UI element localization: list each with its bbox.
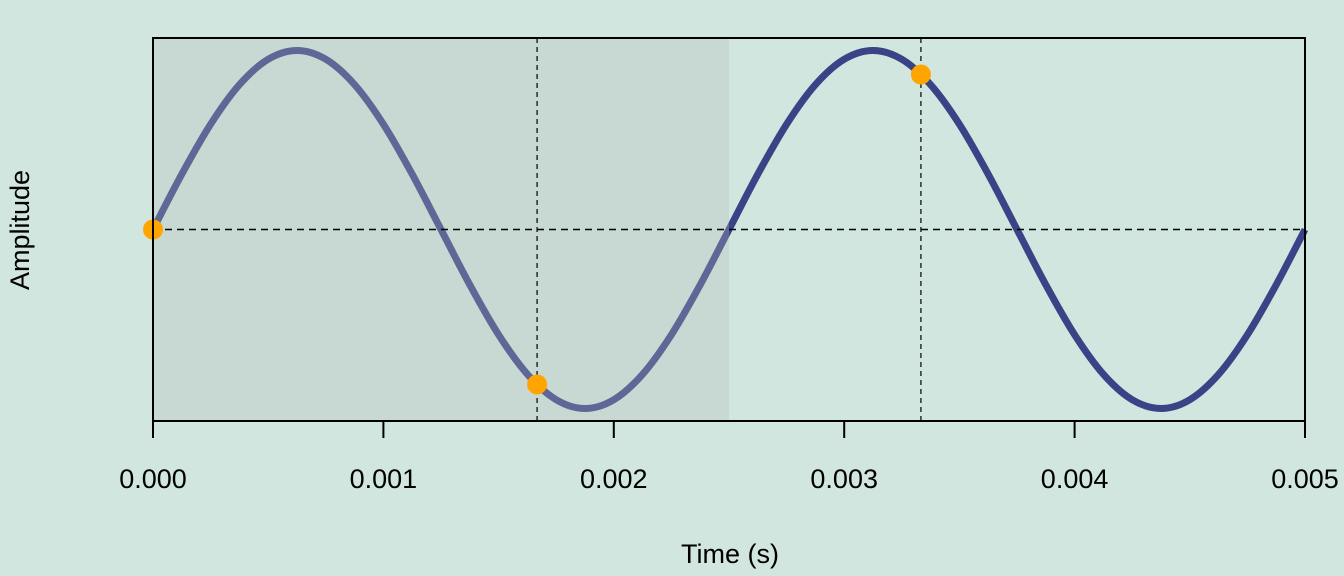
x-tick-label: 0.001 [350,464,418,494]
sample-point [910,64,931,85]
x-tick-label: 0.004 [1041,464,1109,494]
y-axis-label: Amplitude [5,170,35,290]
x-tick-label: 0.003 [810,464,878,494]
x-tick-label: 0.000 [119,464,187,494]
x-tick-label: 0.002 [580,464,648,494]
plot-frame [152,37,1306,422]
x-axis-label: Time (s) [681,539,779,569]
x-tick-label: 0.005 [1271,464,1339,494]
sample-point [527,374,548,395]
